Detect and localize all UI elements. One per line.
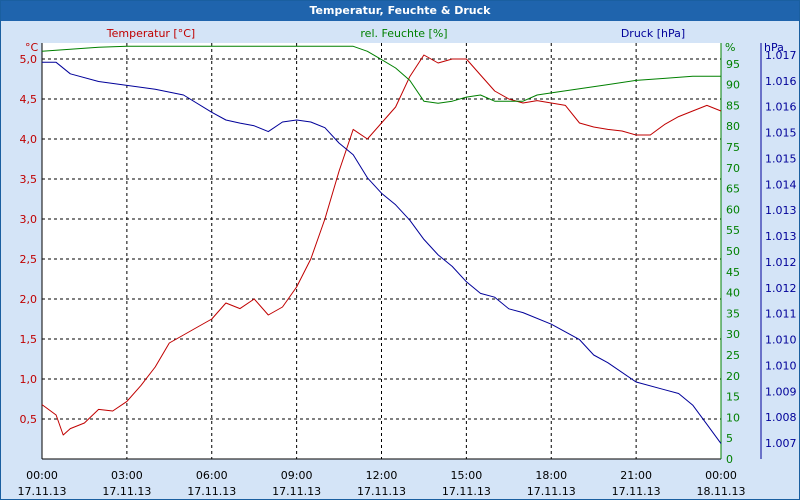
y-humidity-tick-label: 95 — [726, 58, 740, 71]
chart-plot: 0,5 1,0 1,5 2,0 2,5 3,0 3,5 4,0 4,5 5,0 00:00 17.11… — [18, 27, 797, 498]
humidity-axis-label: rel. Feuchte [%] — [360, 27, 447, 40]
x-tick-date-label: 17.11.13 — [442, 485, 491, 498]
y-pressure-tick-label: 1.010 — [765, 359, 797, 372]
y-humidity-tick-label: 45 — [726, 266, 740, 279]
y-humidity-tick-label: 30 — [726, 328, 740, 341]
pressure-unit-label: hPa — [764, 41, 784, 54]
y-pressure-tick-label: 1.012 — [765, 256, 797, 269]
humidity-unit-label: % — [725, 41, 735, 54]
y-humidity-tick-label: 0 — [726, 453, 733, 466]
y-pressure-tick-label: 1.016 — [765, 101, 797, 114]
x-tick-label: 00:00 — [26, 469, 58, 482]
chart-series — [41, 45, 722, 444]
y-humidity-tick-label: 80 — [726, 120, 740, 133]
x-tick-label: 03:00 — [111, 469, 143, 482]
temperature-unit-label: °C — [25, 41, 39, 54]
x-tick-label: 15:00 — [451, 469, 483, 482]
y-left-tick-label: 0,5 — [20, 413, 38, 426]
y-left-tick-label: 3,5 — [20, 173, 38, 186]
y-humidity-tick-label: 65 — [726, 183, 740, 196]
y-pressure-tick-label: 1.013 — [765, 204, 797, 217]
y-humidity-tick-label: 60 — [726, 203, 740, 216]
y-left-tick-label: 4,0 — [20, 133, 38, 146]
y-pressure-tick-label: 1.013 — [765, 230, 797, 243]
y-left-tick-label: 1,5 — [20, 333, 38, 346]
y-pressure-tick-label: 1.009 — [765, 385, 797, 398]
y-pressure-tick-label: 1.008 — [765, 411, 797, 424]
x-tick-label: 06:00 — [196, 469, 228, 482]
y-pressure-tick-label: 1.011 — [765, 308, 797, 321]
chart-axes: 0,5 1,0 1,5 2,0 2,5 3,0 3,5 4,0 4,5 5,0 00:00 17.11… — [18, 43, 797, 498]
pressure-series-line — [42, 61, 722, 444]
y-pressure-tick-label: 1.016 — [765, 75, 797, 88]
x-tick-date-label: 17.11.13 — [18, 485, 67, 498]
x-tick-label: 21:00 — [620, 469, 652, 482]
x-tick-date-label: 17.11.13 — [612, 485, 661, 498]
y-pressure-tick-label: 1.017 — [765, 49, 797, 62]
x-tick-date-label: 18.11.13 — [697, 485, 746, 498]
y-left-tick-label: 1,0 — [20, 373, 38, 386]
y-pressure-tick-label: 1.012 — [765, 282, 797, 295]
x-tick-label: 12:00 — [366, 469, 398, 482]
plot-background — [42, 43, 721, 459]
x-tick-date-label: 17.11.13 — [357, 485, 406, 498]
y-pressure-tick-label: 1.015 — [765, 152, 797, 165]
y-humidity-tick-label: 20 — [726, 370, 740, 383]
x-tick-date-label: 17.11.13 — [102, 485, 151, 498]
y-pressure-tick-label: 1.015 — [765, 127, 797, 140]
y-humidity-tick-label: 10 — [726, 411, 740, 424]
y-pressure-tick-label: 1.014 — [765, 178, 797, 191]
y-left-tick-label: 4,5 — [20, 93, 38, 106]
y-humidity-tick-label: 40 — [726, 287, 740, 300]
humidity-series-line — [41, 45, 721, 104]
x-tick-date-label: 17.11.13 — [187, 485, 236, 498]
y-pressure-tick-label: 1.007 — [765, 437, 797, 450]
x-tick-label: 00:00 — [705, 469, 737, 482]
chart-grid — [42, 43, 721, 459]
y-humidity-tick-label: 5 — [726, 432, 733, 445]
y-pressure-tick-label: 1.010 — [765, 334, 797, 347]
y-left-tick-label: 2,5 — [20, 253, 38, 266]
y-humidity-tick-label: 50 — [726, 245, 740, 258]
temperature-series-line — [41, 54, 722, 436]
pressure-axis-label: Druck [hPa] — [621, 27, 685, 40]
y-humidity-tick-label: 55 — [726, 224, 740, 237]
y-left-tick-label: 5,0 — [20, 53, 38, 66]
y-humidity-tick-label: 70 — [726, 162, 740, 175]
x-tick-label: 18:00 — [535, 469, 567, 482]
y-humidity-tick-label: 35 — [726, 307, 740, 320]
x-tick-label: 09:00 — [281, 469, 313, 482]
chart-title: Temperatur, Feuchte & Druck — [1, 1, 799, 21]
x-tick-date-label: 17.11.13 — [272, 485, 321, 498]
x-tick-date-label: 17.11.13 — [527, 485, 576, 498]
y-left-tick-label: 3,0 — [20, 213, 38, 226]
y-humidity-tick-label: 85 — [726, 99, 740, 112]
y-humidity-tick-label: 15 — [726, 391, 740, 404]
y-humidity-tick-label: 25 — [726, 349, 740, 362]
temperature-axis-label: Temperatur [°C] — [106, 27, 195, 40]
y-humidity-tick-label: 90 — [726, 79, 740, 92]
y-left-tick-label: 2,0 — [20, 293, 38, 306]
y-humidity-tick-label: 75 — [726, 141, 740, 154]
